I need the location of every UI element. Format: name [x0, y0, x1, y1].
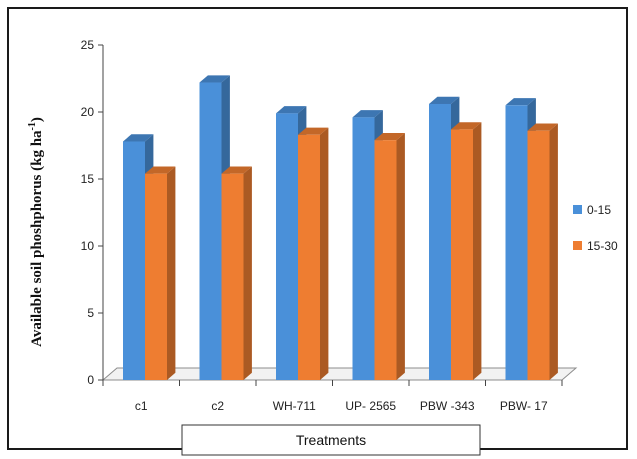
y-axis-label-close: ): [29, 117, 45, 122]
bar: [451, 122, 482, 380]
legend-label: 0-15: [587, 203, 611, 217]
x-tick-label: c1: [135, 399, 148, 413]
x-tick-label: PBW- 17: [500, 399, 548, 413]
bar-side: [167, 166, 176, 380]
x-axis-title-box: [181, 424, 481, 456]
bar-top: [145, 166, 176, 174]
bar-front: [199, 82, 222, 381]
y-tick-label: 15: [81, 172, 95, 186]
y-axis-label-main: Available soil phoshphorus (kg ha: [29, 130, 45, 347]
bar-top: [374, 132, 405, 141]
y-tick-label: 0: [87, 373, 94, 387]
bar-front: [429, 103, 451, 381]
bar-top: [352, 110, 383, 118]
y-tick-label: 10: [81, 239, 95, 253]
bar-top: [123, 134, 154, 142]
legend: 0-15 15-30: [573, 203, 618, 253]
x-tick-label: PBW -343: [420, 399, 475, 413]
bar-top: [429, 96, 460, 104]
bar-front: [374, 140, 397, 380]
bar: [298, 127, 329, 380]
bar: [145, 166, 176, 380]
y-axis-label-superscript: -1: [27, 122, 38, 130]
bar-top: [505, 98, 536, 106]
legend-label: 15-30: [587, 239, 618, 253]
labels-layer: 0 5 10 15 20 25 c1 c2 WH-711 UP- 2565 PBW -343 PBW-…: [81, 38, 548, 413]
x-tick-label: WH-711: [273, 399, 316, 413]
x-axis-title: Treatments: [296, 432, 366, 448]
bar: [374, 132, 405, 380]
bar-front: [221, 173, 244, 380]
bar-top: [276, 106, 307, 114]
bar-side: [243, 166, 252, 380]
bar-side: [473, 122, 482, 380]
bar-front: [298, 134, 320, 380]
bar-front: [352, 117, 375, 381]
legend-swatch: [573, 205, 582, 214]
bar-side: [549, 123, 558, 380]
bar: [527, 123, 558, 380]
x-tick-label: UP- 2565: [345, 399, 396, 413]
bar-side: [396, 132, 405, 380]
bar-top: [298, 127, 329, 135]
bar-front: [527, 130, 550, 380]
x-tick-label: c2: [211, 399, 224, 413]
legend-swatch: [573, 241, 582, 250]
bar-front: [123, 141, 145, 380]
y-tick-label: 20: [81, 105, 95, 119]
bar-front: [276, 113, 298, 380]
bar-side: [320, 127, 329, 380]
bar-front: [145, 173, 167, 380]
bar: [221, 166, 252, 380]
bars-layer: [123, 75, 558, 381]
y-tick-label: 25: [81, 38, 95, 52]
bar-top: [221, 166, 252, 174]
y-axis-label: Available soil phoshphorus (kg ha-1): [27, 117, 45, 347]
bar-front: [451, 129, 473, 380]
bar-top: [199, 75, 230, 83]
y-tick-label: 5: [87, 306, 94, 320]
bar-top: [527, 123, 558, 131]
bar-top: [451, 122, 482, 130]
bar-front: [505, 105, 528, 381]
